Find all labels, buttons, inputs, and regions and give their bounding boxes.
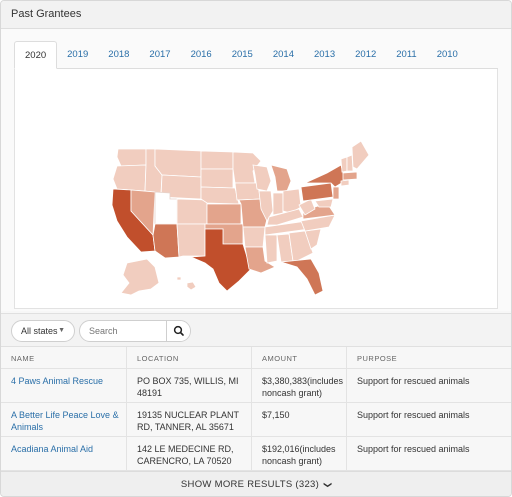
table-row: A Better Life Peace Love & Animals 19135… (1, 403, 511, 437)
state-montana[interactable] (154, 148, 202, 178)
us-choropleth-map (14, 69, 498, 309)
tab-2016[interactable]: 2016 (190, 49, 212, 60)
state-vermont[interactable] (340, 156, 348, 173)
state-west-virginia[interactable] (298, 198, 316, 216)
search-icon (173, 325, 184, 336)
tab-2010[interactable]: 2010 (436, 49, 458, 60)
grantee-amount: $3,380,383(includes noncash grant) (251, 369, 346, 402)
state-colorado[interactable] (176, 198, 208, 225)
state-new-hampshire[interactable] (346, 154, 354, 172)
state-georgia[interactable] (288, 230, 314, 262)
tab-2018[interactable]: 2018 (108, 49, 130, 60)
col-header-location[interactable]: LOCATION (126, 347, 251, 368)
state-illinois[interactable] (258, 190, 274, 222)
state-south-dakota[interactable] (200, 168, 234, 189)
tab-2014[interactable]: 2014 (272, 49, 294, 60)
tab-2012[interactable]: 2012 (355, 49, 377, 60)
state-alaska[interactable] (120, 258, 160, 296)
state-florida[interactable] (280, 258, 324, 296)
state-kansas[interactable] (206, 203, 242, 225)
table-header-row: NAME LOCATION AMOUNT PURPOSE (1, 347, 511, 369)
state-select[interactable]: All states ▼ (11, 320, 75, 342)
state-kentucky[interactable] (266, 208, 304, 226)
state-nebraska[interactable] (200, 186, 240, 205)
state-maryland[interactable] (314, 198, 334, 208)
widget-header: Past Grantees (1, 1, 511, 29)
state-massachusetts[interactable] (342, 171, 358, 181)
us-map-svg (111, 140, 370, 296)
tab-2011[interactable]: 2011 (396, 49, 417, 60)
grantee-location: PO BOX 735, WILLIS, MI 48191 (126, 369, 251, 402)
tab-2017[interactable]: 2017 (149, 49, 171, 60)
state-washington[interactable] (116, 148, 147, 167)
widget-title: Past Grantees (11, 8, 82, 20)
grantee-location: 142 LE MEDECINE RD, CARENCRO, LA 70520 (126, 437, 251, 470)
col-header-name[interactable]: NAME (11, 354, 35, 363)
state-michigan[interactable] (270, 164, 292, 192)
year-tabs: 2020 2019 2018 2017 2016 2015 2014 2013 … (14, 41, 498, 69)
search-input[interactable] (80, 321, 166, 341)
table-row: Acadiana Animal Aid 142 LE MEDECINE RD, … (1, 437, 511, 471)
grantee-amount: $192,016(includes noncash grant) (251, 437, 346, 470)
state-minnesota[interactable] (232, 151, 262, 184)
state-indiana[interactable] (272, 192, 284, 216)
grantee-location: 19135 NUCLEAR PLANT RD, TANNER, AL 35671 (126, 403, 251, 436)
grantee-amount: $7,150 (251, 403, 346, 436)
show-more-button[interactable]: SHOW MORE RESULTS (323) ❯ (1, 471, 511, 496)
tab-2020[interactable]: 2020 (14, 41, 58, 69)
search-button[interactable] (166, 321, 190, 341)
grantee-name-link[interactable]: Acadiana Animal Aid (11, 444, 94, 454)
tab-2015[interactable]: 2015 (231, 49, 253, 60)
col-header-amount[interactable]: AMOUNT (251, 347, 346, 368)
map-panel: 2020 2019 2018 2017 2016 2015 2014 2013 … (1, 29, 511, 311)
grantee-name-link[interactable]: 4 Paws Animal Rescue (11, 376, 104, 386)
state-hawaii-islands[interactable] (176, 276, 182, 281)
table-row: 4 Paws Animal Rescue PO BOX 735, WILLIS,… (1, 369, 511, 403)
state-select-label: All states (21, 326, 58, 336)
grantee-purpose: Support for rescued animals (346, 369, 511, 402)
grantee-name-link[interactable]: A Better Life Peace Love & Animals (11, 410, 119, 432)
chevron-down-icon: ❯ (323, 481, 333, 489)
state-arizona[interactable] (152, 223, 180, 259)
tab-2013[interactable]: 2013 (313, 49, 336, 60)
grantee-purpose: Support for rescued animals (346, 437, 511, 470)
state-south-carolina[interactable] (304, 228, 322, 250)
state-louisiana[interactable] (244, 246, 276, 274)
caret-down-icon: ▼ (58, 327, 65, 334)
search-box (79, 320, 191, 342)
filter-bar: All states ▼ (1, 313, 511, 347)
state-north-dakota[interactable] (200, 150, 234, 170)
state-pennsylvania[interactable] (300, 182, 334, 202)
state-oregon[interactable] (112, 164, 147, 192)
show-more-label: SHOW MORE RESULTS (323) (180, 479, 320, 490)
state-texas[interactable] (190, 228, 252, 292)
state-hawaii[interactable] (186, 281, 197, 291)
grantee-purpose: Support for rescued animals (346, 403, 511, 436)
state-new-jersey[interactable] (332, 186, 340, 200)
state-maine[interactable] (351, 140, 370, 170)
state-new-mexico[interactable] (176, 223, 206, 258)
tab-2019[interactable]: 2019 (67, 49, 89, 60)
col-header-purpose[interactable]: PURPOSE (346, 347, 511, 368)
state-north-carolina[interactable] (300, 214, 336, 232)
state-mississippi[interactable] (264, 234, 278, 264)
state-arkansas[interactable] (242, 226, 266, 248)
state-connecticut[interactable] (340, 179, 350, 187)
